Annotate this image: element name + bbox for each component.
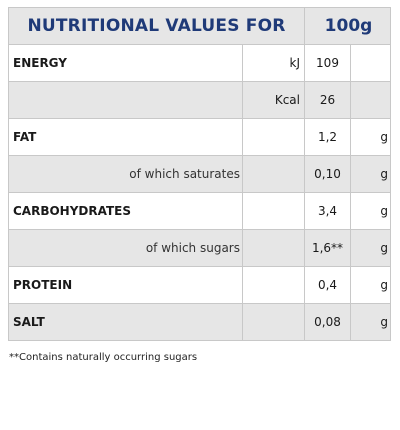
row-label: ENERGY [13,56,67,70]
row-gram-unit: g [350,267,392,303]
row-gram-unit [350,45,392,81]
row-label: PROTEIN [13,278,73,292]
row-label [9,82,242,118]
row-label: FAT [13,130,37,144]
row-value: 3,4 [304,193,350,229]
row-value: 26 [304,82,350,118]
row-label: SALT [13,315,45,329]
table-row-saturates: of which saturates 0,10 g [9,155,390,192]
table-row-sugars: of which sugars 1,6** g [9,229,390,266]
row-unit: Kcal [242,82,304,118]
table-row-salt: SALT 0,08 g [9,303,390,340]
row-unit [242,193,304,229]
row-gram-unit: g [350,230,392,266]
row-value: 0,10 [304,156,350,192]
table-row-energy-kj: ENERGY kJ 109 [9,44,390,81]
row-gram-unit: g [350,193,392,229]
row-gram-unit: g [350,304,392,340]
per-amount: 100g [304,8,392,44]
row-value: 1,6** [304,230,350,266]
row-label: of which saturates [129,167,240,181]
row-gram-unit: g [350,156,392,192]
table-row-energy-kcal: Kcal 26 [9,81,390,118]
nutrition-table: NUTRITIONAL VALUES FOR 100g ENERGY kJ 10… [8,7,391,341]
row-label: CARBOHYDRATES [13,204,131,218]
row-unit [242,267,304,303]
row-unit: kJ [242,45,304,81]
row-unit [242,304,304,340]
row-unit [242,119,304,155]
row-unit [242,156,304,192]
row-gram-unit: g [350,119,392,155]
table-row-protein: PROTEIN 0,4 g [9,266,390,303]
table-header: NUTRITIONAL VALUES FOR 100g [9,8,390,44]
row-value: 0,08 [304,304,350,340]
row-unit [242,230,304,266]
row-value: 1,2 [304,119,350,155]
row-value: 109 [304,45,350,81]
footnote: **Contains naturally occurring sugars [9,352,198,363]
table-title: NUTRITIONAL VALUES FOR [27,16,286,36]
table-row-fat: FAT 1,2 g [9,118,390,155]
row-value: 0,4 [304,267,350,303]
row-label: of which sugars [145,241,240,255]
table-row-carbohydrates: CARBOHYDRATES 3,4 g [9,192,390,229]
row-gram-unit [350,82,392,118]
